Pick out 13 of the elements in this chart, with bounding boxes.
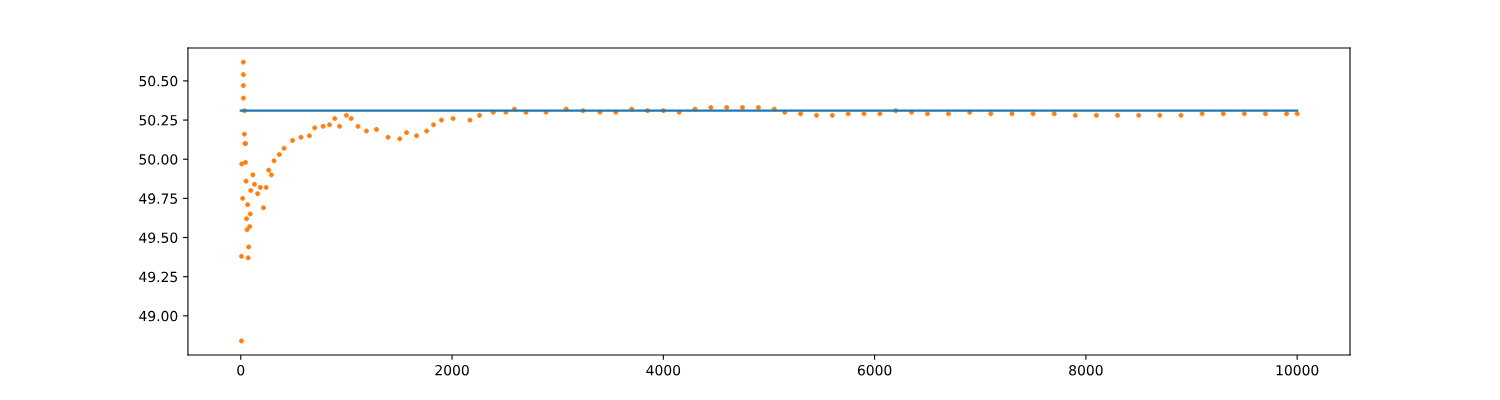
y-tick-label: 50.00 bbox=[139, 154, 178, 165]
x-tick-label: 4000 bbox=[646, 364, 681, 376]
y-tick-label: 50.50 bbox=[139, 75, 178, 87]
y-tick-label: 50.25 bbox=[139, 115, 178, 126]
x-tick-label: 2000 bbox=[435, 364, 469, 376]
y-tick-label: 49.00 bbox=[139, 310, 178, 322]
y-tick-label: 49.50 bbox=[139, 232, 178, 243]
y-tick-label: 49.75 bbox=[139, 193, 178, 204]
x-tick-label: 6000 bbox=[857, 364, 892, 376]
y-tick-label: 49.25 bbox=[139, 271, 178, 283]
x-tick-label: 10000 bbox=[1276, 364, 1319, 376]
x-tick-label: 8000 bbox=[1069, 364, 1103, 376]
x-tick-label: 0 bbox=[237, 364, 245, 376]
